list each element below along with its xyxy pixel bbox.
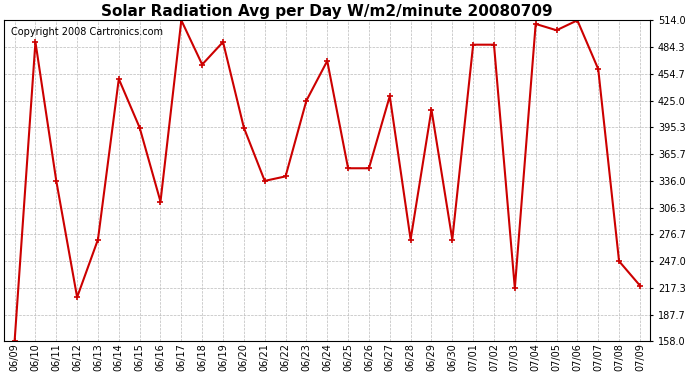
Text: Copyright 2008 Cartronics.com: Copyright 2008 Cartronics.com — [10, 27, 163, 37]
Title: Solar Radiation Avg per Day W/m2/minute 20080709: Solar Radiation Avg per Day W/m2/minute … — [101, 4, 553, 19]
